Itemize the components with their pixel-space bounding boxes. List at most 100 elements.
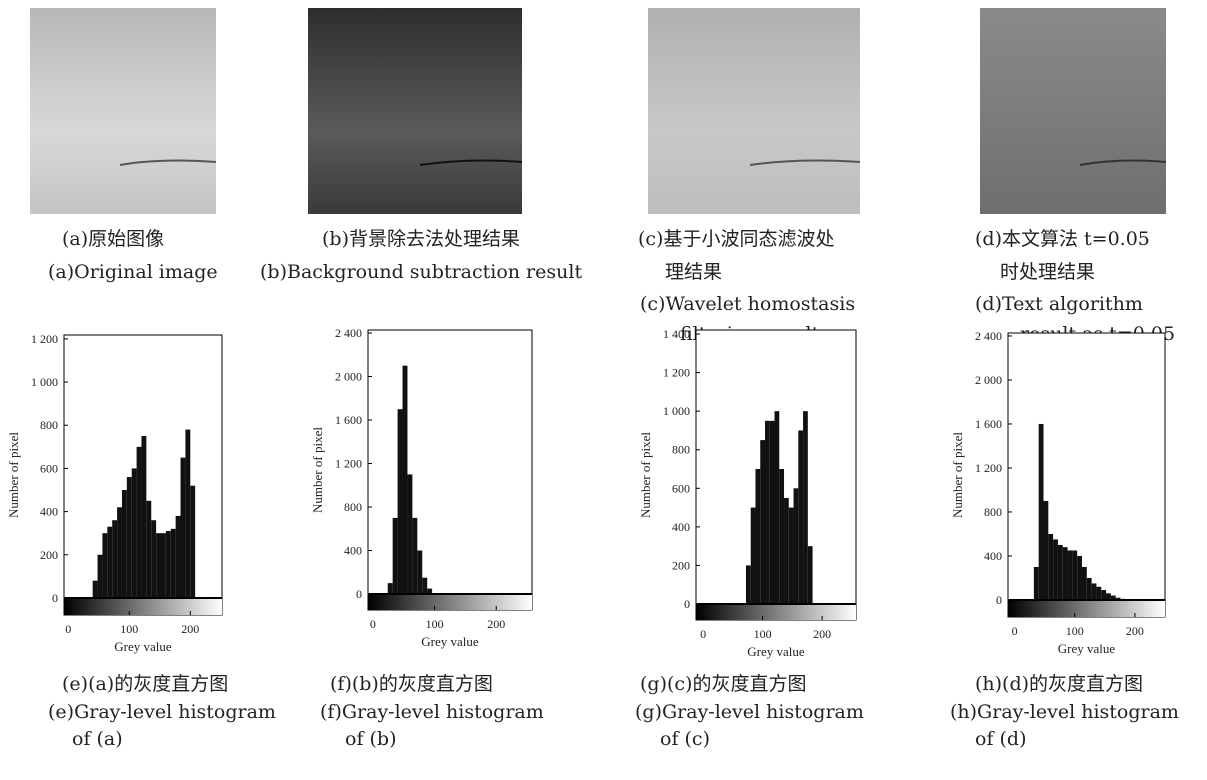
x-tick-label: 0 [700,627,706,641]
image-a [30,8,217,214]
bar [769,420,775,604]
bar [1081,566,1087,600]
caption-zh: (g)(c)的灰度直方图 [640,673,806,695]
bar [1077,555,1082,600]
gray-scale-bar [368,594,532,610]
bar [121,490,127,598]
bar [803,411,808,604]
bar [1048,533,1054,600]
y-tick-label: 1 200 [31,332,58,346]
caption-en: (c)Wavelet homostasis [640,293,855,315]
caption-en: of (c) [660,728,710,750]
bar [126,477,132,598]
bar [402,365,408,595]
bar [407,474,413,595]
bar [1091,583,1097,600]
bar [131,468,137,598]
bar [807,546,813,604]
bar [784,497,789,604]
y-axis-label: Number of pixel [6,432,21,518]
caption-zh: (e)(a)的灰度直方图 [62,673,228,695]
caption-zh: (a)原始图像 [62,228,164,250]
y-axis-label: Number of pixel [310,427,325,513]
y-tick-label: 400 [344,544,362,558]
y-tick-label: 2 400 [335,326,362,340]
bar [165,531,171,598]
gray-scale-bar [696,603,856,620]
caption-en: of (b) [345,728,397,750]
bar [1067,550,1073,600]
y-tick-label: 400 [40,505,58,519]
bar [774,411,780,604]
gray-scale-bar [64,597,222,615]
y-tick-label: 1 600 [335,413,362,427]
y-tick-label: 200 [672,558,690,572]
y-tick-label: 1 200 [335,457,362,471]
x-axis-label: Grey value [1058,641,1116,656]
bar [146,500,152,598]
bar [1101,590,1107,600]
caption-en: (f)Gray-level histogram [320,701,544,723]
caption-zh: (b)背景除去法处理结果 [322,228,520,250]
bar [156,533,161,598]
bar [1086,577,1092,600]
bar [141,436,147,598]
bar [1038,423,1044,600]
bar [1106,593,1111,600]
bar [1110,595,1116,600]
caption-en: (g)Gray-level histogram [635,701,864,723]
bar [1062,547,1068,600]
x-tick-label: 100 [426,617,444,631]
bar [750,507,756,604]
bar [397,409,403,595]
x-tick-label: 0 [1012,624,1018,638]
y-tick-label: 200 [40,548,58,562]
y-tick-label: 1 200 [663,366,690,380]
bar [793,488,799,604]
y-tick-label: 1 000 [663,404,690,418]
x-tick-label: 0 [65,622,71,636]
bar [102,533,108,598]
x-axis-label: Grey value [421,634,479,649]
y-tick-label: 2 000 [335,370,362,384]
caption-en: (h)Gray-level histogram [950,701,1179,723]
bar [427,588,433,595]
caption-zh: 理结果 [665,261,722,283]
y-tick-label: 800 [672,443,690,457]
caption-zh: (h)(d)的灰度直方图 [975,673,1143,695]
y-tick-label: 1 000 [31,375,58,389]
y-tick-label: 600 [672,481,690,495]
y-tick-label: 1 200 [975,461,1002,475]
caption-en: (e)Gray-level histogram [48,701,276,723]
bar [1043,500,1049,600]
y-tick-label: 0 [356,587,362,601]
y-tick-label: 400 [672,520,690,534]
x-tick-label: 100 [754,627,772,641]
y-tick-label: 800 [984,505,1002,519]
caption-zh: (d)本文算法 t=0.05 [975,228,1150,250]
bar [387,583,393,595]
x-tick-label: 200 [813,627,831,641]
y-tick-label: 2 000 [975,373,1002,387]
bar [1033,566,1039,600]
bar [160,533,166,598]
bar [1115,597,1121,600]
bar [97,554,103,598]
image-c [648,8,861,214]
bar [764,420,770,604]
bar [117,507,122,598]
bar [798,430,804,604]
caption-en: (b)Background subtraction result [260,261,582,283]
x-tick-label: 200 [1126,624,1144,638]
bar [788,507,794,604]
bar [745,565,751,604]
y-tick-label: 400 [984,549,1002,563]
bar [760,440,765,604]
bar [151,520,157,598]
image-d [980,8,1167,214]
bar [185,429,191,598]
x-axis-label: Grey value [114,639,172,654]
bar [136,446,142,598]
caption-en: of (a) [72,728,123,750]
